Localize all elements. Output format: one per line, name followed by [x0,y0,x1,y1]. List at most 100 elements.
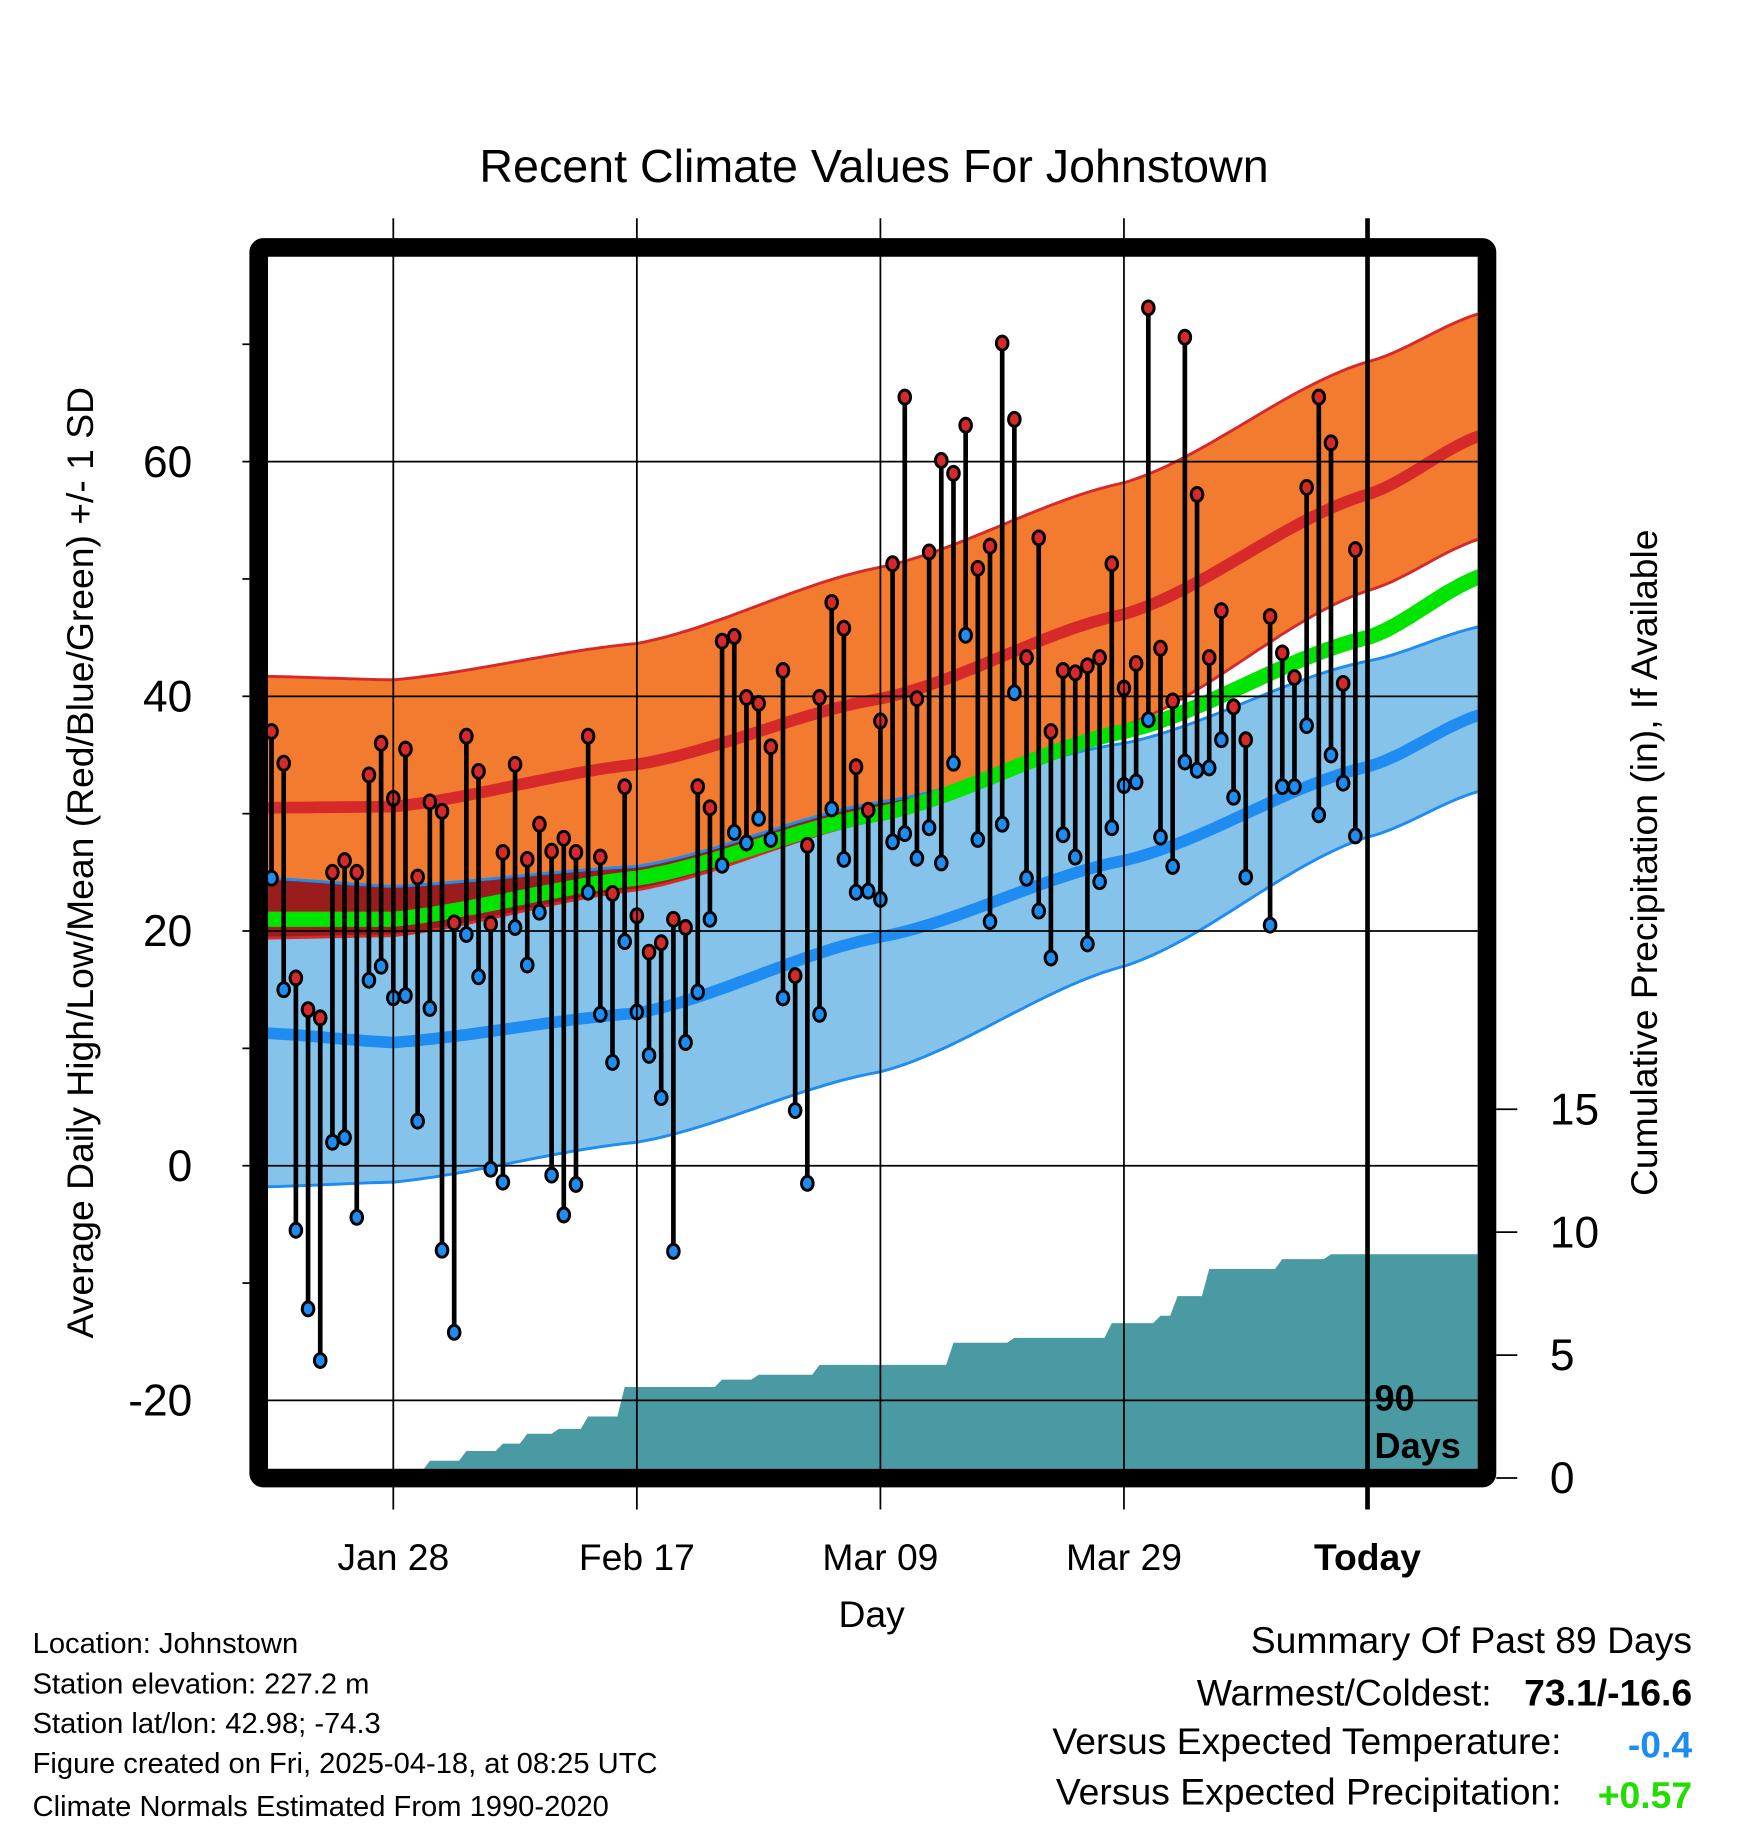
daily-high-point [300,1001,316,1019]
daily-low-point [1141,711,1156,729]
daily-low-point [507,919,523,936]
daily-low-point [1104,819,1120,837]
daily-high-point [410,868,425,886]
daily-low-point [593,1005,608,1023]
daily-high-point [1287,669,1302,686]
daily-low-point [483,1160,499,1178]
daily-high-point [641,943,657,961]
daily-high-point [276,754,291,772]
daily-high-point [678,919,693,936]
daily-low-point [1201,759,1217,777]
daily-high-point [690,778,706,796]
daily-low-point [714,856,730,874]
daily-high-point [1226,698,1241,716]
band-overlap [268,539,1478,939]
daily-high-point [909,690,925,708]
daily-low-point [1214,731,1229,749]
daily-low-point [434,1241,450,1259]
daily-high-point [921,543,937,561]
daily-high-point [812,689,827,706]
daily-low-point [276,981,291,999]
latlon-text: Station lat/lon: 42.98; -74.3 [33,1708,381,1740]
daily-low-point [373,957,389,975]
daily-low-point [544,1166,559,1184]
daily-low-point [568,1176,584,1193]
daily-low-point [556,1206,572,1224]
daily-high-point [970,559,986,577]
daily-high-point [1043,723,1059,740]
daily-low-point [459,926,474,943]
temp-anomaly-value: -0.4 [1628,1724,1693,1766]
daily-low-point [1311,806,1327,824]
station-info: Location: Johnstown Station elevation: 2… [33,1628,658,1823]
daily-high-point [1262,608,1278,625]
daily-low-point [836,850,852,868]
daily-high-point [1104,555,1120,573]
x-tick-label: Feb 17 [579,1536,695,1578]
daily-high-point [800,836,815,854]
daily-low-point [398,987,413,1005]
x-tick-label: Today [1314,1536,1421,1578]
y-tick-label: -20 [128,1377,192,1426]
daily-high-point [1274,644,1290,662]
daily-low-point [1055,826,1071,844]
daily-high-point [1092,649,1107,667]
daily-low-point [1262,916,1278,934]
y-tick-label: 40 [143,672,192,721]
daily-low-point [994,815,1010,833]
temp-label: Versus Expected Temperature: [1052,1720,1561,1762]
daily-high-point [519,850,535,868]
daily-high-point [471,762,486,780]
daily-low-point [1335,774,1351,792]
daily-low-point [1189,761,1205,779]
daily-low-point [678,1034,693,1051]
daily-low-point [1031,902,1047,920]
plot-area [268,299,1478,1469]
daily-high-point [1067,664,1083,682]
daily-low-point [605,1053,620,1071]
low-normal-band [268,626,1478,1187]
daily-low-point [1238,868,1254,886]
daily-low-point [446,1323,462,1341]
daily-high-point [714,632,730,650]
daily-low-point [580,883,596,901]
daily-high-point [373,734,389,752]
daily-high-point [459,727,474,745]
daily-low-point [812,1005,827,1023]
daily-low-point [268,869,279,887]
normals-text: Climate Normals Estimated From 1990-2020 [33,1791,609,1823]
daily-high-point [958,416,973,434]
daily-low-point [1067,848,1083,866]
daily-low-point [958,626,973,644]
daily-low-point [690,983,706,1001]
daily-low-point [800,1174,815,1192]
daily-low-point [653,1089,669,1107]
daily-high-point [617,778,632,796]
y-axis-label: Average Daily High/Low/Mean (Red/Blue/Gr… [59,387,101,1338]
precip-label: Versus Expected Precipitation: [1056,1770,1562,1812]
daily-high-point [934,451,949,469]
location-text: Location: Johnstown [33,1628,299,1660]
daily-high-point [1055,662,1071,679]
daily-high-point [946,464,961,482]
daily-low-point [1177,753,1193,771]
daily-high-point [434,802,450,820]
daily-high-point [349,863,365,881]
plot-frame [249,238,1497,1488]
daily-low-point [970,831,986,848]
chart-title: Recent Climate Values For Johnstown [479,140,1268,192]
daily-high-point [702,799,718,817]
daily-low-point [1299,717,1314,735]
daily-high-point [507,755,523,773]
daily-high-point [1080,657,1095,675]
summary: Summary Of Past 89 Days Warmest/Coldest:… [1052,1619,1692,1816]
daily-low-point [1153,828,1168,846]
daily-low-point [885,833,900,851]
daily-high-point [726,628,742,645]
daily-low-point [1080,935,1095,953]
daily-high-point [848,758,864,776]
elevation-text: Station elevation: 227.2 m [33,1669,370,1701]
daily-high-point [568,843,584,861]
high-normal-band [268,314,1478,939]
